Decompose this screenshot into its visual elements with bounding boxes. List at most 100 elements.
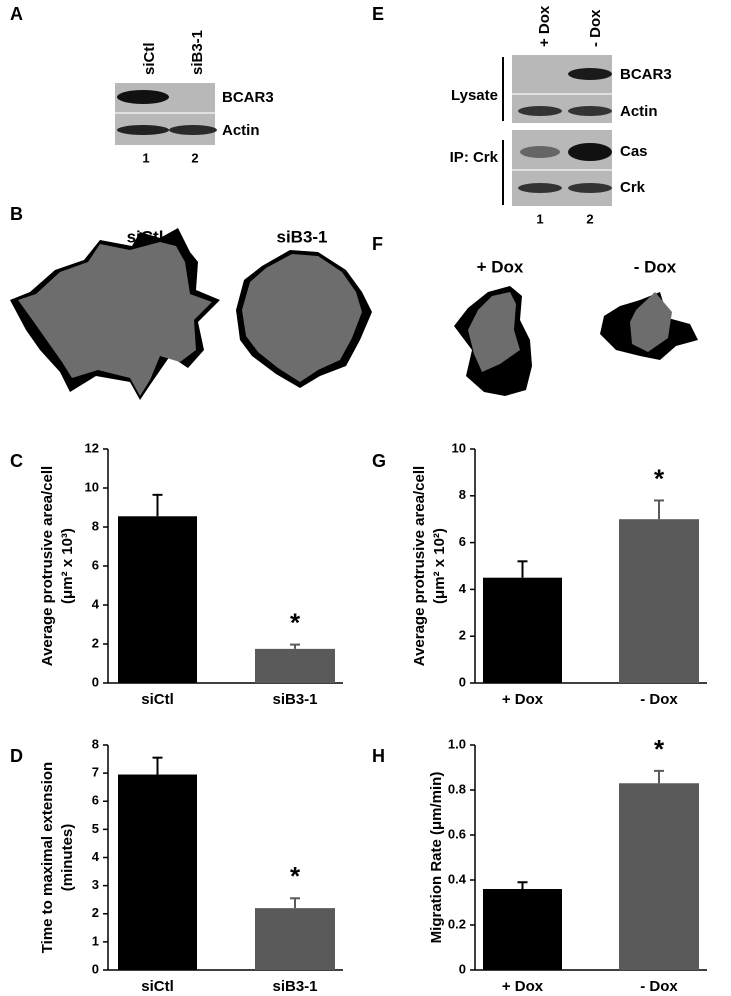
band: [518, 183, 562, 193]
cell-title: siB3-1: [276, 227, 327, 246]
y-axis-label: Average protrusive area/cell: [39, 466, 56, 666]
y-tick-label: 0: [459, 961, 466, 976]
y-tick-label: 3: [92, 877, 99, 892]
y-tick-label: 8: [92, 736, 99, 751]
band: [568, 68, 612, 80]
band: [117, 90, 169, 104]
y-tick-label: 2: [92, 905, 99, 920]
x-tick-label: + Dox: [502, 978, 544, 995]
y-tick-label: 0.8: [448, 781, 466, 796]
lane-title: + Dox: [536, 5, 553, 47]
lane-number: 2: [191, 150, 198, 165]
cell-body: [18, 242, 212, 396]
x-tick-label: + Dox: [502, 691, 544, 708]
row-label: Actin: [620, 103, 658, 120]
y-tick-label: 0: [92, 961, 99, 976]
row-label: BCAR3: [620, 66, 672, 83]
lane-number: 2: [586, 211, 593, 226]
x-tick-label: siB3-1: [272, 691, 317, 708]
y-tick-label: 6: [459, 534, 466, 549]
y-tick-label: 10: [452, 440, 466, 455]
y-tick-label: 4: [459, 581, 467, 596]
x-tick-label: siCtl: [141, 978, 174, 995]
group-label: IP: Crk: [450, 149, 499, 166]
x-tick-label: siB3-1: [272, 978, 317, 995]
cell-title: - Dox: [634, 257, 677, 276]
y-axis-label: Migration Rate (μm/min): [428, 772, 445, 944]
significance-mark: *: [290, 607, 301, 637]
row-label: BCAR3: [222, 89, 274, 106]
y-tick-label: 0: [459, 674, 466, 689]
cell-body: [468, 292, 520, 372]
y-tick-label: 7: [92, 765, 99, 780]
row-label: Actin: [222, 122, 260, 139]
band: [518, 106, 562, 116]
y-axis-label: (μm² x 10²): [431, 528, 448, 604]
band: [520, 146, 560, 158]
y-tick-label: 6: [92, 793, 99, 808]
y-tick-label: 2: [459, 628, 466, 643]
lane-title: - Dox: [587, 9, 604, 47]
panel-letter: D: [10, 746, 23, 766]
significance-mark: *: [654, 734, 665, 764]
band: [169, 125, 217, 135]
cell-body: [630, 292, 672, 352]
band: [568, 143, 612, 161]
lane-title: siCtl: [141, 42, 158, 75]
y-tick-label: 0: [92, 674, 99, 689]
y-axis-label: Average protrusive area/cell: [411, 466, 428, 666]
blot-a: siCtl siB3-1 BCAR3 Actin 1 2: [115, 30, 274, 165]
lane-title: siB3-1: [189, 30, 206, 75]
band: [117, 125, 169, 135]
panel-letter: E: [372, 4, 384, 24]
bar: [619, 519, 699, 683]
cells-b: siCtl siB3-1: [10, 227, 372, 400]
bar: [483, 577, 562, 683]
cells-f: + Dox - Dox: [454, 257, 698, 396]
y-tick-label: 8: [459, 487, 466, 502]
panel-letter: A: [10, 4, 23, 24]
band: [568, 183, 612, 193]
y-tick-label: 0.4: [448, 871, 467, 886]
x-tick-label: - Dox: [640, 978, 678, 995]
panel-letter: C: [10, 451, 23, 471]
y-tick-label: 0.2: [448, 916, 466, 931]
panel-letter: H: [372, 746, 385, 766]
lane-number: 1: [536, 211, 543, 226]
y-tick-label: 4: [92, 596, 100, 611]
blot-e: + Dox - Dox Lysate IP: Crk BCAR3 Actin C…: [450, 5, 672, 226]
y-tick-label: 1.0: [448, 736, 466, 751]
row-label: Cas: [620, 143, 648, 160]
y-tick-label: 5: [92, 821, 99, 836]
bar: [118, 516, 197, 683]
bar: [255, 908, 335, 970]
y-tick-label: 2: [92, 635, 99, 650]
band: [568, 106, 612, 116]
y-axis-label: Time to maximal extension: [39, 762, 56, 953]
bar: [619, 783, 699, 970]
significance-mark: *: [290, 861, 301, 891]
bar: [483, 889, 562, 970]
group-label: Lysate: [451, 87, 498, 104]
panel-letters: A B C D E F G H: [10, 4, 386, 766]
y-tick-label: 10: [85, 479, 99, 494]
panel-letter: B: [10, 204, 23, 224]
y-tick-label: 8: [92, 518, 99, 533]
y-tick-label: 0.6: [448, 826, 466, 841]
lane-number: 1: [142, 150, 149, 165]
x-tick-label: - Dox: [640, 691, 678, 708]
y-tick-label: 12: [85, 440, 99, 455]
panel-letter: F: [372, 234, 383, 254]
significance-mark: *: [654, 463, 665, 493]
x-tick-label: siCtl: [141, 691, 174, 708]
cell-title: + Dox: [477, 257, 524, 276]
y-tick-label: 6: [92, 557, 99, 572]
row-label: Crk: [620, 179, 646, 196]
panel-letter: G: [372, 451, 386, 471]
cell-body: [242, 254, 362, 382]
y-axis-label: (μm² x 10³): [59, 528, 76, 604]
bar: [118, 774, 197, 970]
y-tick-label: 4: [92, 849, 100, 864]
bar: [255, 648, 335, 683]
